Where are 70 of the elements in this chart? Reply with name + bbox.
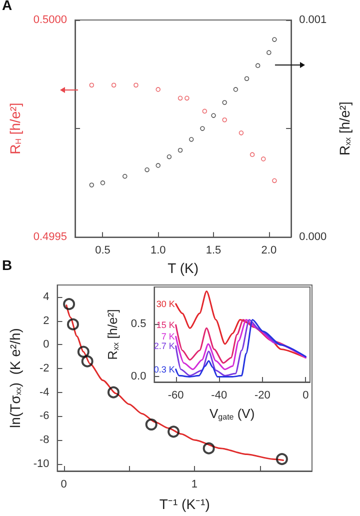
- y2-tick-label: 0.000: [299, 231, 327, 244]
- point: [238, 130, 244, 136]
- point: [255, 63, 260, 68]
- point: [145, 418, 158, 430]
- y2-tick-label: 0.001: [299, 14, 327, 26]
- chart-title: B: [2, 257, 12, 273]
- series-label: 7 K: [161, 332, 175, 342]
- y-axis-title: ln(Tσxx) (K e²/h): [7, 328, 23, 428]
- point: [166, 154, 172, 160]
- x-tick-label: 0.5: [95, 244, 110, 257]
- x-tick-label: 1.5: [206, 244, 222, 257]
- point: [134, 82, 138, 88]
- y2-axis-title: Rxx [h/e²]: [336, 102, 352, 156]
- point: [63, 298, 76, 310]
- x-tick-label: 1: [191, 478, 198, 490]
- chart-title: A: [2, 0, 12, 13]
- point: [222, 117, 228, 122]
- y-tick-label: -2: [40, 362, 50, 374]
- point: [266, 50, 272, 55]
- point: [168, 426, 180, 438]
- point: [77, 346, 90, 358]
- point: [202, 442, 215, 454]
- series-label: 15 K: [156, 320, 175, 330]
- point: [178, 148, 183, 153]
- point: [122, 174, 128, 179]
- x-axis-title: T⁻¹ (K⁻¹): [159, 496, 210, 512]
- x-axis-title: T (K): [168, 260, 198, 276]
- x-tick-label: -60: [168, 390, 184, 402]
- y-tick-label: 0.5000: [33, 14, 68, 26]
- point: [272, 37, 277, 42]
- x-tick-label: -20: [254, 390, 270, 402]
- x-tick-label: 1.0: [150, 244, 166, 257]
- point: [233, 87, 238, 92]
- x-tick-label: 0: [302, 390, 309, 402]
- y-tick-label: -4: [40, 386, 50, 398]
- point: [156, 87, 161, 92]
- y-axis-title: RH [h/e²]: [7, 102, 23, 154]
- point: [250, 152, 255, 157]
- point: [107, 386, 120, 398]
- point: [89, 82, 94, 88]
- point: [211, 113, 216, 118]
- y-tick-label: 4: [43, 290, 50, 303]
- point: [222, 100, 228, 105]
- point: [184, 96, 190, 101]
- point: [276, 453, 288, 466]
- x-tick-label: -40: [211, 390, 228, 402]
- point: [202, 108, 208, 114]
- point: [260, 156, 266, 162]
- point: [272, 178, 277, 184]
- y-tick-label: -10: [33, 458, 50, 470]
- point: [200, 126, 205, 131]
- y-tick-label: 0: [43, 338, 50, 351]
- point: [66, 318, 79, 330]
- point: [178, 96, 183, 101]
- y-axis-title: Rxx [h/e²]: [105, 309, 120, 360]
- y-tick-label: -8: [40, 434, 50, 446]
- point: [111, 82, 116, 88]
- point: [89, 182, 94, 188]
- y-tick-label: 0.4995: [33, 231, 68, 244]
- point: [244, 76, 250, 82]
- point: [188, 137, 194, 142]
- x-tick-label: 2.0: [261, 244, 277, 257]
- point: [144, 167, 150, 172]
- series-label: 30 K: [156, 298, 175, 309]
- y-tick-label: -6: [40, 410, 50, 422]
- point: [100, 180, 106, 186]
- point: [156, 163, 161, 168]
- y-tick-label: 2: [43, 314, 50, 327]
- y-tick-label: 0.0: [130, 370, 146, 383]
- point: [81, 355, 94, 368]
